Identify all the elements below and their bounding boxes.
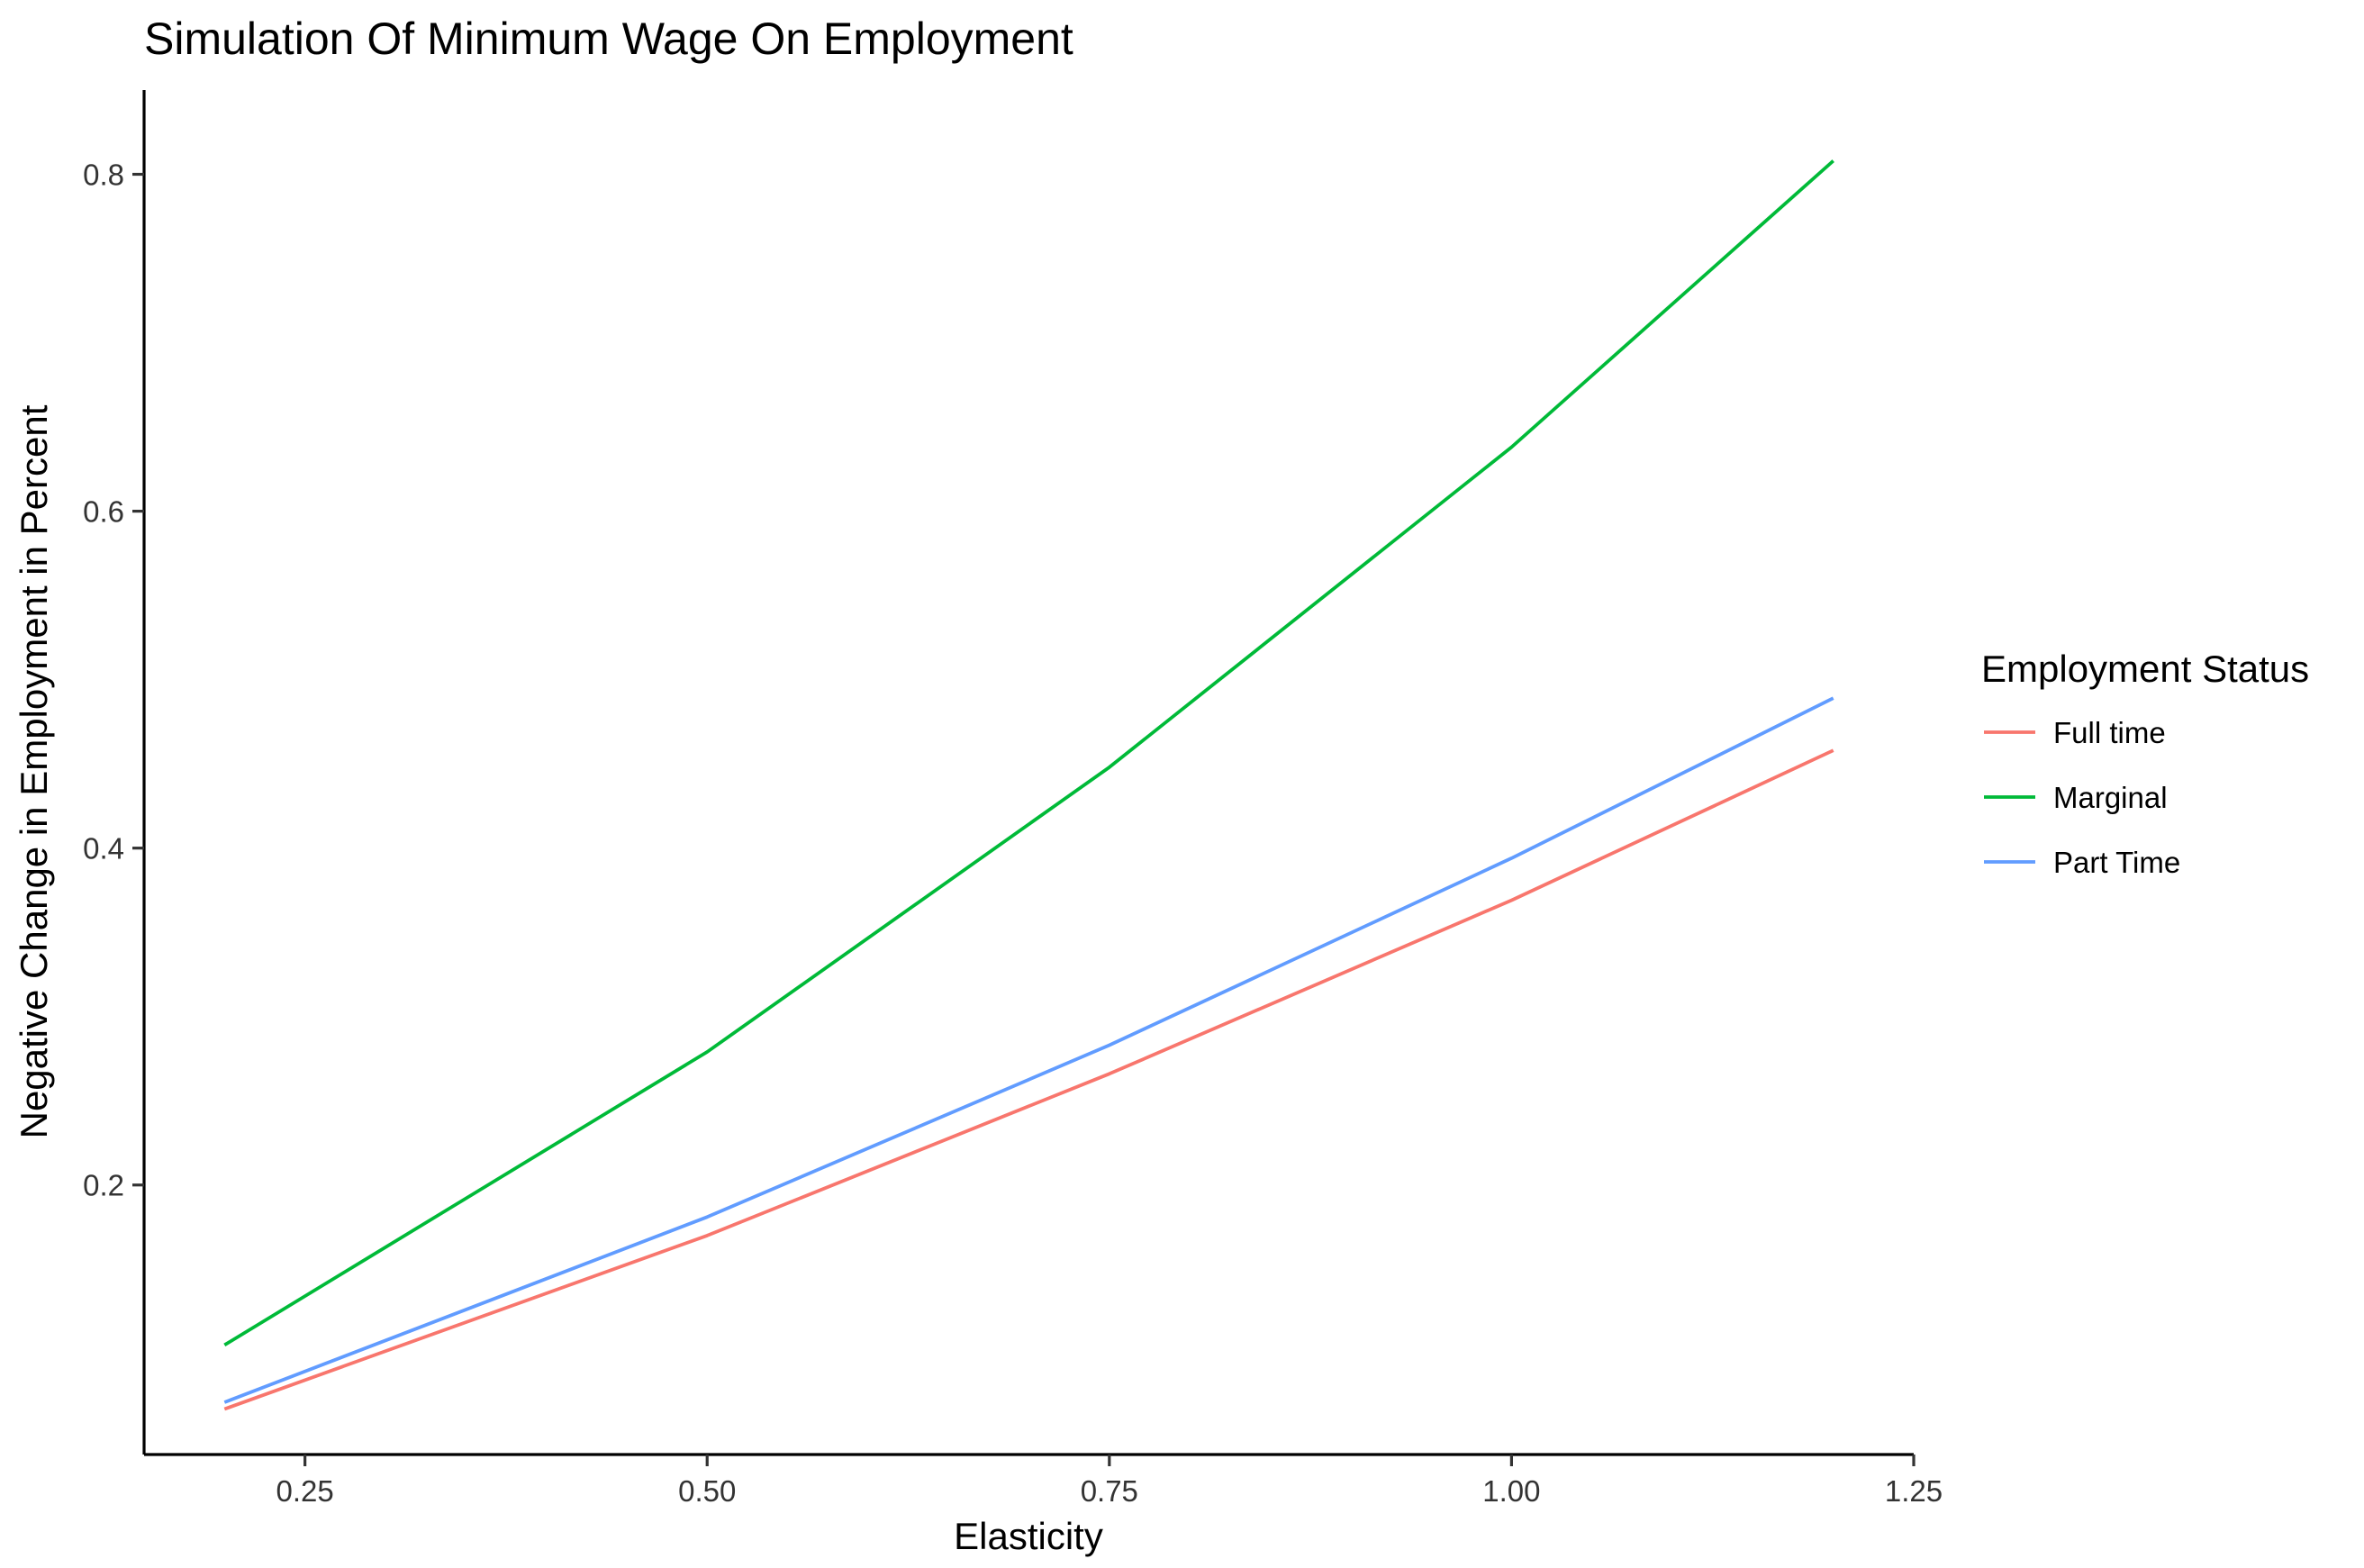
x-tick-label: 0.50 bbox=[678, 1474, 736, 1508]
legend-label-full-time: Full time bbox=[2053, 716, 2166, 749]
series-line-full-time bbox=[223, 748, 1834, 1411]
legend-title: Employment Status bbox=[1981, 648, 2309, 690]
legend: Employment Status Full time Marginal Part … bbox=[1981, 648, 2309, 879]
x-tick-label: 0.25 bbox=[276, 1474, 334, 1508]
y-tick-label: 0.2 bbox=[83, 1169, 124, 1202]
chart-title: Simulation Of Minimum Wage On Employment bbox=[144, 14, 1073, 64]
y-tick-label: 0.8 bbox=[83, 159, 124, 192]
x-axis-ticks: 0.25 0.50 0.75 1.00 1.25 bbox=[276, 1455, 1943, 1508]
x-axis-title: Elasticity bbox=[954, 1515, 1103, 1557]
legend-label-part-time: Part Time bbox=[2053, 846, 2180, 879]
series-line-part-time bbox=[223, 696, 1834, 1404]
series-layer bbox=[223, 159, 1834, 1411]
y-axis-ticks: 0.2 0.4 0.6 0.8 bbox=[83, 159, 144, 1202]
x-tick-label: 1.00 bbox=[1482, 1474, 1540, 1508]
y-tick-label: 0.6 bbox=[83, 495, 124, 529]
x-tick-label: 0.75 bbox=[1081, 1474, 1138, 1508]
series-line-marginal bbox=[223, 159, 1834, 1347]
y-axis-title: Negative Change in Employment in Percent bbox=[13, 404, 55, 1138]
legend-label-marginal: Marginal bbox=[2053, 781, 2168, 814]
y-tick-label: 0.4 bbox=[83, 832, 124, 866]
legend-items: Full time Marginal Part Time bbox=[1984, 716, 2180, 879]
x-tick-label: 1.25 bbox=[1885, 1474, 1943, 1508]
